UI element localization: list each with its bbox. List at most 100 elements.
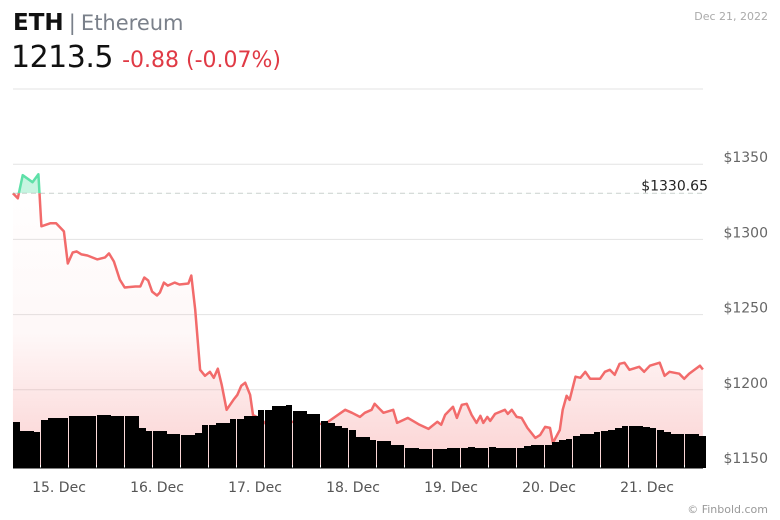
- volume-bar: [496, 448, 503, 468]
- volume-bar: [678, 434, 684, 468]
- volume-bar: [279, 406, 286, 468]
- y-tick-label: $1300: [723, 225, 768, 241]
- volume-bar: [580, 434, 587, 468]
- volume-bar: [209, 425, 216, 468]
- volume-bar: [300, 411, 307, 468]
- x-tick-label: 21. Dec: [620, 480, 674, 496]
- volume-bar: [83, 416, 90, 468]
- x-tick-label: 18. Dec: [326, 480, 380, 496]
- volume-bar: [272, 406, 279, 468]
- volume-bar: [181, 435, 188, 468]
- x-tick-label: 19. Dec: [424, 480, 478, 496]
- volume-bar: [538, 445, 544, 468]
- volume-bar: [405, 448, 412, 468]
- volume-bar: [76, 416, 83, 468]
- volume-bar: [111, 416, 118, 468]
- volume-bar: [48, 418, 55, 468]
- volume-bar: [342, 428, 348, 468]
- volume-bar: [314, 414, 320, 468]
- volume-bar: [90, 416, 96, 468]
- volume-bar: [622, 426, 628, 468]
- volume-bar: [482, 448, 488, 468]
- volume-bar: [573, 436, 580, 468]
- credit-link[interactable]: © Finbold.com: [687, 503, 768, 516]
- x-tick-label: 15. Dec: [32, 480, 86, 496]
- volume-bar: [286, 405, 292, 468]
- chart-header: ETH | Ethereum: [13, 10, 184, 36]
- volume-bar: [160, 431, 167, 468]
- volume-bar: [293, 411, 300, 468]
- volume-bar: [132, 416, 139, 468]
- volume-bar: [468, 447, 475, 468]
- volume-bar: [13, 422, 20, 468]
- volume-bar: [202, 425, 208, 468]
- volume-bar: [377, 441, 384, 468]
- volume-bar: [328, 423, 335, 468]
- volume-bar: [587, 434, 594, 468]
- volume-bar: [559, 440, 566, 468]
- y-tick-label: $1350: [723, 150, 768, 166]
- volume-bar: [594, 432, 600, 468]
- volume-bar: [524, 446, 531, 468]
- volume-bar: [230, 419, 236, 468]
- volume-bar: [307, 414, 314, 468]
- volume-bar: [475, 448, 482, 468]
- volume-bar: [244, 416, 251, 468]
- baseline-label: $1330.65: [641, 178, 708, 194]
- volume-bar: [566, 439, 572, 468]
- volume-bar: [97, 415, 104, 468]
- volume-bar: [384, 441, 391, 468]
- volume-bar: [20, 431, 27, 468]
- volume-bar: [685, 434, 692, 468]
- volume-bar: [447, 448, 454, 468]
- chart-date: Dec 21, 2022: [694, 10, 768, 23]
- volume-bar: [167, 434, 174, 468]
- volume-bar: [510, 448, 516, 468]
- volume-bar: [363, 437, 370, 468]
- volume-bar: [188, 435, 195, 468]
- volume-bar: [664, 432, 671, 468]
- volume-bar: [104, 415, 111, 468]
- x-tick-label: 17. Dec: [228, 480, 282, 496]
- y-tick-label: $1250: [723, 301, 768, 317]
- volume-bar: [146, 431, 152, 468]
- volume-bar: [195, 433, 202, 468]
- current-price: 1213.5: [11, 40, 113, 75]
- y-tick-label: $1200: [723, 376, 768, 392]
- volume-bar: [349, 430, 356, 468]
- y-tick-label: $1150: [723, 451, 768, 467]
- volume-bar: [699, 436, 706, 468]
- asset-name: Ethereum: [80, 11, 184, 35]
- price-line-down: [11, 193, 704, 445]
- volume-bar: [454, 448, 460, 468]
- volume-bar: [41, 420, 48, 468]
- volume-bar: [265, 410, 272, 468]
- volume-bar: [615, 428, 622, 468]
- volume-bar: [650, 428, 656, 468]
- volume-bar: [125, 416, 132, 468]
- x-tick-label: 20. Dec: [522, 480, 576, 496]
- volume-bar: [118, 416, 124, 468]
- volume-bar: [489, 447, 496, 468]
- volume-bar: [531, 445, 538, 468]
- volume-bar: [356, 437, 363, 468]
- volume-bar: [636, 426, 643, 468]
- volume-bar: [27, 431, 34, 468]
- volume-bar: [335, 426, 342, 468]
- volume-bar: [34, 432, 40, 468]
- volume-bar: [69, 416, 76, 468]
- price-change: -0.88 (-0.07%): [122, 48, 281, 73]
- volume-bar: [398, 445, 404, 468]
- x-tick-label: 16. Dec: [130, 480, 184, 496]
- volume-bar: [419, 449, 426, 468]
- volume-bar: [657, 430, 664, 468]
- volume-bar: [223, 423, 230, 468]
- ticker-symbol: ETH: [13, 10, 64, 36]
- volume-bar: [370, 440, 376, 468]
- volume-bar: [440, 449, 447, 468]
- volume-bar: [216, 423, 223, 468]
- volume-bar: [608, 430, 615, 468]
- volume-bar: [321, 421, 328, 468]
- volume-bar: [517, 448, 524, 468]
